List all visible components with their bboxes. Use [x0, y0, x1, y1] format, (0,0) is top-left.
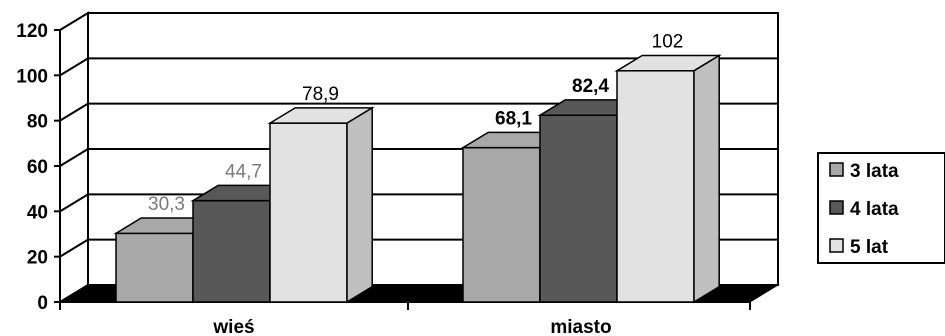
bar-3-lata-0 [115, 232, 194, 303]
bar-side [346, 106, 373, 304]
gridline-side [59, 148, 89, 167]
plot-area: 0 20 40 60 80 100 120 30,3 44,7 78,9 wieś 68,1 82,4 1… [16, 11, 780, 336]
legend: 3 lata 4 lata 5 lat [817, 152, 945, 264]
y-tick-label: 120 [16, 21, 48, 42]
y-tick-label: 60 [27, 157, 48, 178]
gridline-side [59, 102, 89, 122]
legend-label-4-lata: 4 lata [850, 199, 899, 220]
legend-label-5-lat: 5 lat [850, 237, 889, 258]
bar-4-lata-0 [192, 199, 271, 303]
y-tick-label: 40 [27, 202, 48, 223]
gridline-side [59, 193, 89, 213]
bar-5-lat-0 [269, 122, 348, 303]
y-tick-label: 0 [37, 293, 48, 314]
bar-5-lat-1 [616, 70, 695, 303]
x-category-label: miasto [550, 317, 611, 336]
data-label: 44,7 [225, 161, 262, 182]
gridline-side [59, 57, 89, 77]
data-label: 102 [652, 32, 684, 53]
y-tick-label: 100 [16, 66, 48, 87]
legend-label-3-lata: 3 lata [850, 161, 899, 182]
bar-3-lata-1 [462, 146, 541, 303]
legend-swatch-5-lat [829, 238, 844, 253]
data-label: 30,3 [148, 194, 185, 215]
data-label: 68,1 [495, 108, 532, 129]
gridline-side [59, 238, 89, 258]
x-category-label: wieś [212, 317, 254, 336]
bar-side [693, 54, 720, 304]
y-tick-label: 20 [27, 248, 48, 269]
y-tick-label: 80 [27, 112, 48, 133]
data-label: 78,9 [302, 84, 339, 105]
legend-swatch-4-lata [829, 200, 844, 215]
legend-swatch-3-lata [829, 162, 844, 177]
data-label: 82,4 [572, 76, 609, 97]
bar-4-lata-1 [539, 114, 618, 303]
